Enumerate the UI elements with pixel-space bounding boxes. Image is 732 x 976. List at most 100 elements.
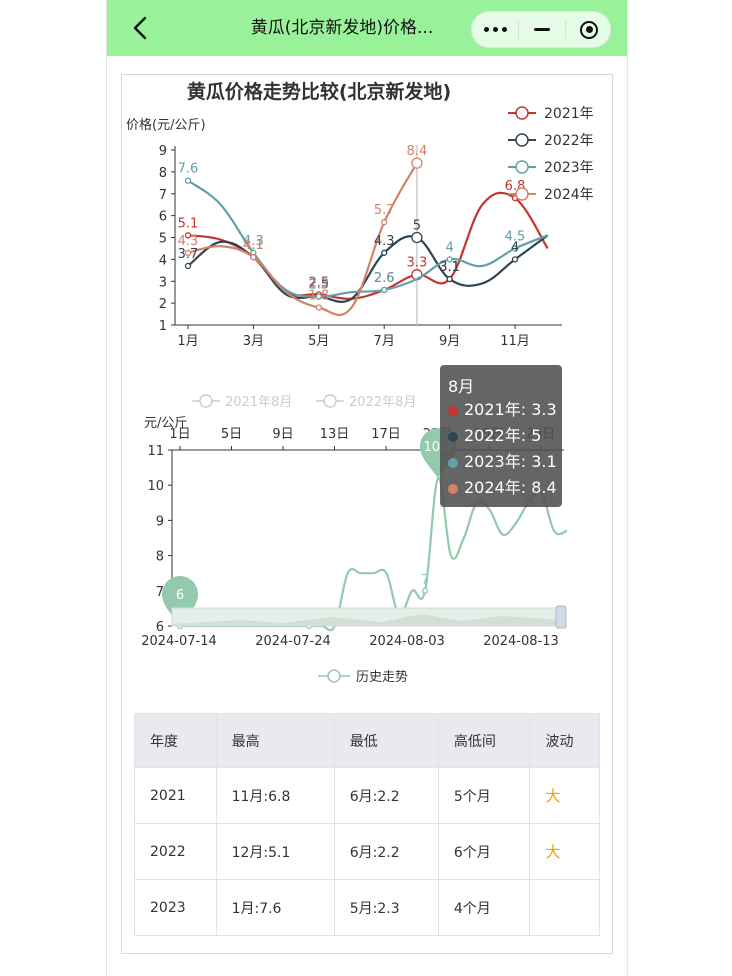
chart-tooltip: 8月 2021年: 3.3 2022年: 5 2023年: 3.1 2024年:…: [440, 365, 562, 507]
capsule-divider: [565, 20, 566, 39]
point-label: 5: [413, 219, 421, 234]
series-dot-icon: [448, 405, 458, 416]
series-point: [381, 249, 388, 256]
point-label: 2.5: [308, 275, 329, 290]
point-label: 2.5: [308, 278, 329, 293]
price-comparison-chart[interactable]: 黄瓜价格走势比较(北京新发地) 价格(元/公斤) 1 2 3 4 5 6 7 8 9 1月 3月 5月…: [122, 75, 612, 435]
legend-label: 2024年: [544, 187, 594, 203]
y-tick-label: 6: [156, 620, 164, 635]
point-label: 5.7: [374, 203, 395, 218]
tooltip-row: 2022年: 5: [448, 425, 541, 447]
x-tick-label: 1月: [177, 334, 198, 349]
legend-marker-icon: [323, 394, 337, 408]
legend-marker-icon: [515, 187, 529, 201]
point-label: 4: [511, 240, 519, 255]
legend-label: 2022年: [544, 133, 594, 149]
legend-marker-icon: [199, 394, 213, 408]
series-point: [511, 256, 519, 263]
legend-marker-icon: [515, 106, 529, 120]
history-trend-chart[interactable]: 元/公斤 678910111日5日9日13日17日21日25日29日2024-0…: [122, 405, 612, 725]
table-cell: 6月:2.2: [333, 767, 439, 824]
point-label: 4: [445, 240, 453, 255]
series-point: [184, 232, 192, 239]
marker-label: 6: [176, 588, 184, 603]
table-cell: 5个月: [437, 767, 531, 824]
tooltip-title: 8月: [448, 377, 475, 396]
point-label: 4.3: [178, 234, 199, 249]
legend-marker-icon: [515, 160, 529, 174]
top-x-tick-label: 13日: [320, 427, 350, 442]
y-tick-label: 6: [159, 210, 167, 225]
point-label: 8.4: [407, 144, 428, 159]
series-point: [184, 262, 192, 270]
y-tick-label: 8: [156, 550, 164, 565]
point-label: 4.3: [243, 234, 264, 249]
series-point: [411, 157, 423, 169]
yearly-stats-table: 年度 最高 最低 高低间 波动 2021 11月:6.8 6月:2.2 5个月 …: [134, 713, 600, 936]
table-header: 最低: [333, 713, 439, 768]
y-tick-label: 7: [159, 188, 167, 203]
x-tick-label: 11月: [500, 334, 530, 349]
point-label: 1.8: [308, 289, 329, 304]
table-cell: 1月:7.6: [215, 879, 335, 936]
top-x-tick-label: 9日: [272, 427, 293, 442]
table-row: 2021 11月:6.8 6月:2.2 5个月 大: [134, 767, 600, 824]
minimize-icon[interactable]: [519, 12, 565, 47]
legend-marker-icon: [327, 669, 341, 683]
table-cell: 大: [529, 767, 600, 824]
series-point: [446, 256, 453, 263]
bottom-x-tick-label: 2024-08-13: [483, 634, 559, 649]
bottom-x-tick-label: 2024-07-14: [141, 634, 217, 649]
x-tick-label: 3月: [243, 334, 264, 349]
legend-label: 2022年8月: [349, 395, 416, 410]
table-cell: 12月:5.1: [215, 823, 335, 880]
point-label: 4.1: [243, 238, 264, 253]
table-cell: 4个月: [437, 879, 531, 936]
legend-label: 2021年: [544, 106, 594, 122]
tooltip-row: 2023年: 3.1: [448, 451, 557, 473]
table-cell: 大: [529, 823, 600, 880]
page-title: 黄瓜(北京新发地)价格...: [250, 18, 434, 38]
point-label: 2.6: [374, 271, 395, 286]
y-tick-label: 9: [156, 514, 164, 529]
table-row: 2022 12月:5.1 6月:2.2 6个月 大: [134, 823, 600, 880]
content-card: 黄瓜价格走势比较(北京新发地) 价格(元/公斤) 1 2 3 4 5 6 7 8 9 1月 3月 5月…: [121, 74, 613, 954]
top-x-tick-label: 1日: [169, 427, 190, 442]
point-label: 4.3: [374, 234, 395, 249]
series-point: [446, 275, 453, 283]
x-tick-label: 5月: [308, 334, 329, 349]
table-header-row: 年度 最高 最低 高低间 波动: [134, 713, 600, 768]
table-header: 波动: [529, 713, 600, 768]
series-point: [511, 245, 519, 252]
close-target-icon[interactable]: [566, 12, 612, 47]
zoom-handle-icon: [555, 605, 567, 629]
series-point: [411, 231, 423, 244]
y-tick-label: 7: [156, 585, 164, 600]
more-dots-icon[interactable]: [472, 12, 518, 47]
y-tick-label: 11: [147, 444, 164, 459]
series-point: [315, 293, 322, 300]
back-arrow-icon[interactable]: [127, 14, 155, 42]
series-point: [381, 286, 388, 294]
point-label: 2.6: [374, 271, 395, 286]
series-point: [250, 254, 257, 261]
chart-title: 黄瓜价格走势比较(北京新发地): [187, 80, 451, 103]
point-label: 3.1: [439, 260, 460, 275]
left-background: [0, 0, 106, 976]
table-cell: 11月:6.8: [215, 767, 335, 824]
y-tick-label: 3: [159, 275, 167, 290]
volatility-badge: 大: [545, 787, 561, 805]
series-point: [184, 177, 192, 184]
y-axis-label-2: 元/公斤: [144, 416, 187, 431]
tooltip-row: 2024年: 8.4: [448, 477, 557, 499]
legend-label: 2023年: [544, 160, 594, 176]
point-label: 2.3: [308, 278, 329, 293]
legend-marker-icon: [515, 133, 529, 147]
y-tick-label: 10: [147, 479, 164, 494]
point-label: 3.7: [178, 247, 199, 262]
series-line: [187, 191, 549, 300]
series-dot-icon: [448, 457, 458, 468]
table-cell: 6个月: [437, 823, 531, 880]
table-row: 2023 1月:7.6 5月:2.3 4个月: [134, 879, 600, 936]
top-x-tick-label: 17日: [371, 427, 401, 442]
